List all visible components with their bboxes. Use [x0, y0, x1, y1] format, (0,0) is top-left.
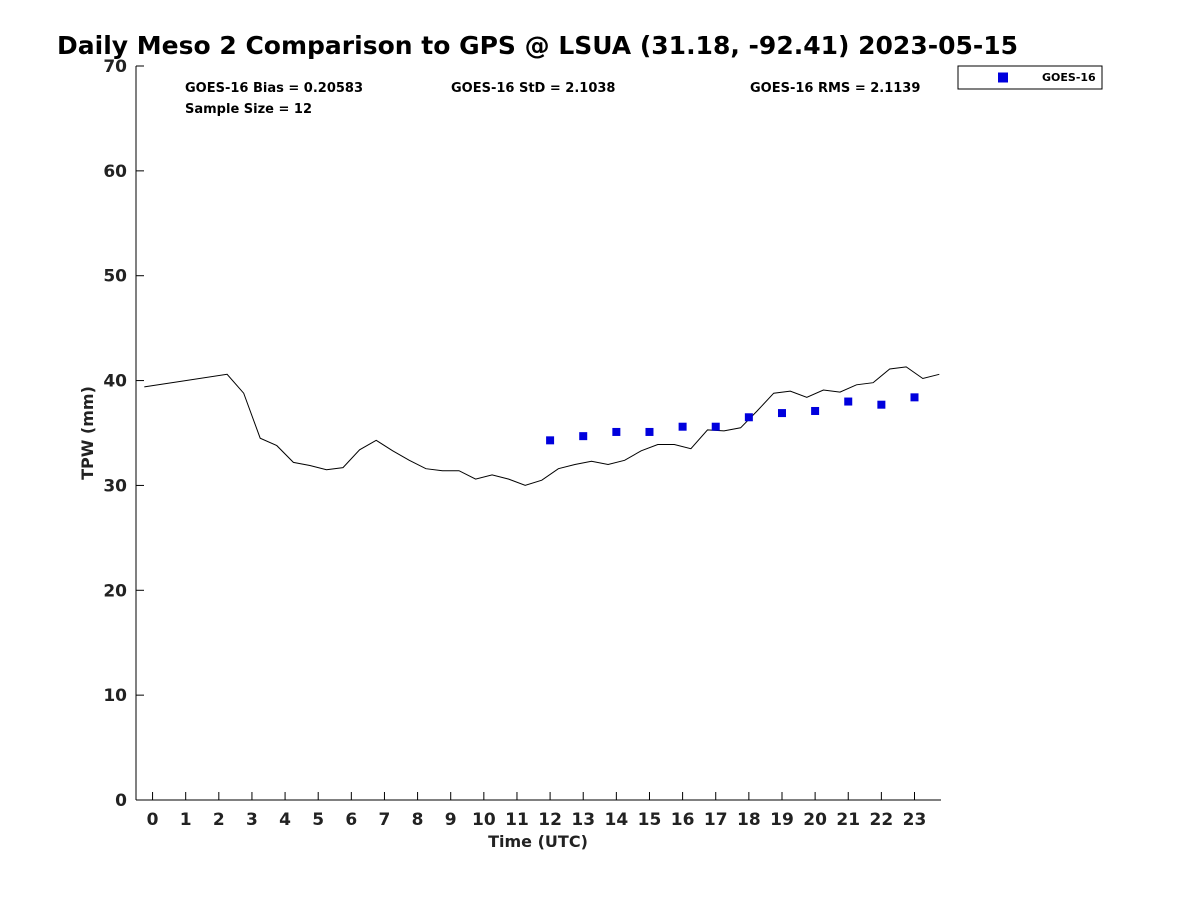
x-tick-label: 6: [345, 810, 357, 830]
goes16-point: [877, 400, 886, 409]
axes: [135, 66, 941, 801]
gps-tpw-line: [144, 366, 940, 486]
x-tick-label: 17: [704, 810, 728, 830]
x-tick-label: 12: [538, 810, 562, 830]
y-tick-label: 50: [103, 267, 127, 287]
y-tick-label: 30: [103, 476, 127, 496]
x-tick-label: 3: [246, 810, 258, 830]
y-ticks: 0 10 20 30 40 50 60 70: [103, 57, 144, 811]
y-tick-label: 20: [103, 581, 127, 601]
x-tick-label: 10: [472, 810, 496, 830]
rms-stat: GOES-16 RMS = 2.1139: [750, 81, 920, 96]
goes16-point: [645, 427, 654, 436]
x-tick-label: 1: [180, 810, 192, 830]
x-tick-label: 0: [147, 810, 159, 830]
goes16-point: [711, 422, 720, 431]
x-tick-label: 9: [445, 810, 457, 830]
y-tick-label: 10: [103, 686, 127, 706]
series-layer: [144, 366, 940, 486]
legend: GOES-16: [957, 65, 1103, 90]
y-tick-label: 70: [103, 57, 127, 77]
goes16-point: [910, 393, 919, 402]
x-tick-label: 4: [279, 810, 291, 830]
x-tick-label: 22: [870, 810, 894, 830]
x-tick-label: 13: [571, 810, 595, 830]
chart-title: Daily Meso 2 Comparison to GPS @ LSUA (3…: [57, 31, 1018, 60]
x-tick-label: 2: [213, 810, 225, 830]
x-tick-label: 7: [379, 810, 391, 830]
x-tick-label: 5: [312, 810, 324, 830]
x-tick-label: 21: [836, 810, 860, 830]
goes16-point: [546, 436, 555, 445]
goes16-point: [579, 432, 588, 441]
x-axis-label: Time (UTC): [488, 832, 588, 851]
legend-label-goes16: GOES-16: [1042, 71, 1096, 84]
x-tick-label: 11: [505, 810, 529, 830]
y-tick-label: 40: [103, 372, 127, 392]
std-stat: GOES-16 StD = 2.1038: [451, 81, 615, 96]
legend-box: [957, 65, 1103, 90]
goes16-point: [678, 422, 687, 431]
bias-stat: GOES-16 Bias = 0.20583: [185, 81, 363, 96]
x-tick-label: 23: [903, 810, 927, 830]
goes16-point: [744, 413, 753, 422]
stats-annotations: GOES-16 Bias = 0.20583 GOES-16 StD = 2.1…: [185, 81, 920, 117]
goes16-point: [777, 409, 786, 418]
sample-size-stat: Sample Size = 12: [185, 102, 312, 117]
y-tick-label: 60: [103, 162, 127, 182]
x-tick-label: 18: [737, 810, 761, 830]
x-tick-label: 14: [605, 810, 629, 830]
goes16-point: [811, 406, 820, 415]
y-axis-label: TPW (mm): [78, 386, 97, 480]
goes16-point: [844, 397, 853, 406]
x-tick-label: 15: [638, 810, 662, 830]
y-tick-label: 0: [115, 791, 127, 811]
x-tick-label: 19: [770, 810, 794, 830]
x-tick-label: 8: [412, 810, 424, 830]
goes16-point: [612, 427, 621, 436]
legend-marker-goes16: [998, 72, 1008, 83]
x-tick-label: 20: [803, 810, 827, 830]
x-tick-label: 16: [671, 810, 695, 830]
x-ticks: 0 1 2 3 4 5 6 7 8 9 10 11 12 13 14 15 16 17 18 19 20 21 22 23: [147, 792, 927, 830]
